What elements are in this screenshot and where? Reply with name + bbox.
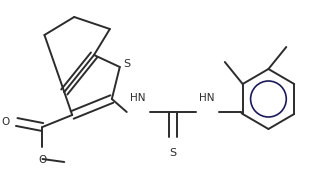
Text: S: S bbox=[170, 148, 177, 158]
Text: O: O bbox=[2, 117, 10, 127]
Text: O: O bbox=[38, 155, 47, 165]
Text: HN: HN bbox=[130, 93, 146, 103]
Text: S: S bbox=[123, 59, 130, 69]
Text: HN: HN bbox=[199, 93, 215, 103]
